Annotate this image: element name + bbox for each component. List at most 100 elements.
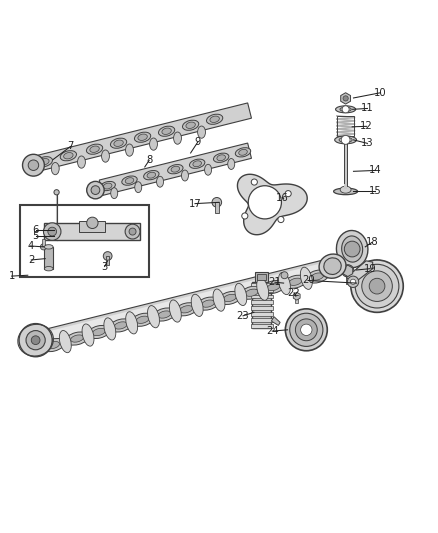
Bar (295, 296, 298, 303)
Ellipse shape (186, 122, 195, 128)
Ellipse shape (196, 297, 220, 310)
Circle shape (369, 278, 385, 294)
Bar (255, 272, 268, 282)
Text: 22: 22 (288, 288, 300, 298)
Text: 2: 2 (28, 255, 35, 265)
Circle shape (290, 313, 323, 346)
Ellipse shape (148, 305, 159, 328)
Ellipse shape (109, 319, 133, 332)
Ellipse shape (340, 186, 351, 193)
Ellipse shape (51, 163, 59, 175)
Ellipse shape (206, 114, 223, 124)
Ellipse shape (134, 132, 151, 142)
Ellipse shape (239, 149, 247, 155)
Ellipse shape (104, 318, 116, 340)
Ellipse shape (190, 159, 205, 168)
Circle shape (242, 213, 248, 219)
Polygon shape (41, 262, 327, 344)
Bar (251, 282, 273, 286)
Bar (346, 271, 350, 284)
Polygon shape (38, 103, 251, 171)
Ellipse shape (342, 236, 363, 262)
Bar (344, 184, 347, 189)
Polygon shape (40, 260, 328, 346)
Ellipse shape (125, 177, 134, 183)
Polygon shape (272, 317, 280, 326)
Ellipse shape (86, 144, 102, 154)
Ellipse shape (334, 188, 357, 195)
Ellipse shape (245, 289, 258, 296)
Ellipse shape (210, 116, 219, 123)
Ellipse shape (135, 182, 142, 192)
Ellipse shape (100, 181, 115, 191)
Bar (251, 324, 273, 328)
Ellipse shape (150, 138, 157, 150)
Text: 17: 17 (189, 199, 201, 208)
Circle shape (344, 241, 360, 257)
Text: 10: 10 (374, 88, 387, 98)
Ellipse shape (289, 278, 302, 285)
Text: 16: 16 (276, 192, 289, 203)
Ellipse shape (87, 325, 111, 338)
Ellipse shape (162, 128, 171, 134)
Text: 23: 23 (237, 311, 249, 321)
Ellipse shape (213, 153, 229, 163)
Ellipse shape (65, 332, 89, 345)
Ellipse shape (111, 188, 118, 199)
Circle shape (355, 264, 399, 308)
Ellipse shape (279, 272, 290, 295)
Circle shape (125, 224, 140, 239)
Ellipse shape (218, 292, 242, 304)
Ellipse shape (324, 258, 341, 274)
Circle shape (342, 106, 349, 113)
Text: 1: 1 (8, 271, 15, 281)
Bar (251, 301, 273, 304)
Circle shape (347, 276, 359, 287)
Ellipse shape (59, 330, 71, 353)
Ellipse shape (147, 172, 155, 178)
Ellipse shape (36, 157, 53, 167)
Ellipse shape (300, 267, 312, 289)
Ellipse shape (311, 273, 324, 280)
Ellipse shape (168, 165, 183, 174)
Ellipse shape (122, 176, 137, 185)
Bar (258, 274, 266, 280)
Circle shape (285, 191, 291, 197)
Ellipse shape (340, 107, 351, 111)
Bar (344, 143, 347, 188)
Circle shape (31, 336, 40, 344)
Circle shape (342, 265, 354, 277)
Text: 15: 15 (369, 187, 381, 196)
Bar (251, 312, 273, 316)
Ellipse shape (262, 280, 285, 294)
Polygon shape (343, 265, 353, 277)
Ellipse shape (171, 166, 180, 172)
Ellipse shape (153, 308, 176, 321)
Ellipse shape (235, 284, 247, 305)
Bar (251, 318, 273, 322)
Text: 12: 12 (360, 122, 373, 131)
Ellipse shape (156, 176, 163, 187)
Circle shape (295, 319, 317, 341)
Circle shape (362, 271, 392, 302)
Ellipse shape (213, 289, 225, 311)
Circle shape (300, 324, 312, 335)
Ellipse shape (170, 300, 181, 322)
Circle shape (28, 160, 39, 171)
Text: 5: 5 (32, 231, 39, 241)
Ellipse shape (198, 126, 205, 138)
Ellipse shape (284, 275, 307, 288)
Bar (44, 223, 141, 240)
Circle shape (91, 185, 100, 195)
Ellipse shape (267, 284, 280, 290)
Text: 8: 8 (146, 156, 152, 165)
Ellipse shape (131, 313, 154, 326)
Text: 13: 13 (361, 139, 374, 148)
Polygon shape (346, 261, 373, 284)
Bar (44, 247, 53, 269)
Bar (79, 221, 106, 231)
Polygon shape (293, 292, 300, 300)
Polygon shape (99, 143, 251, 195)
Ellipse shape (126, 312, 138, 334)
Ellipse shape (46, 342, 60, 349)
